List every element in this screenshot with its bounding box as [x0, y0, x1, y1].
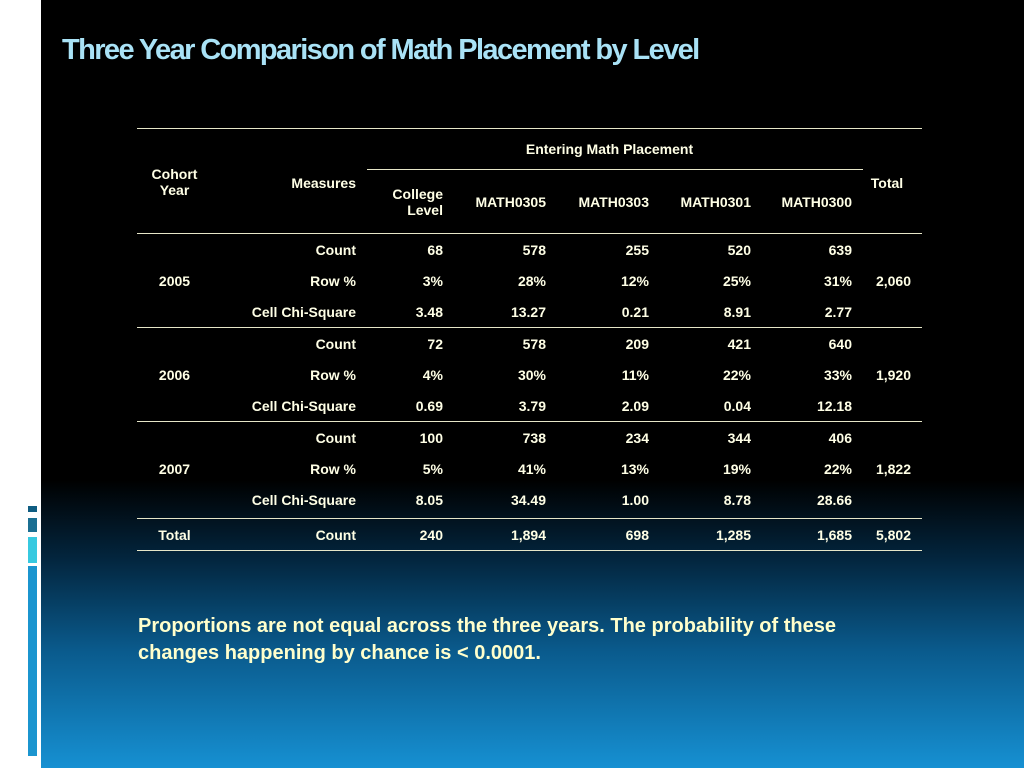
accent-strip	[28, 506, 37, 512]
value-cell: 1,285	[660, 518, 762, 551]
measures-header: Measures	[223, 128, 367, 234]
value-cell: 2.77	[762, 296, 863, 328]
value-cell: 19%	[722, 460, 751, 477]
value-cell: 22%	[722, 366, 751, 383]
value-cell: 0.21	[557, 296, 660, 328]
cohort-year-header: Cohort Year	[137, 128, 223, 234]
value-cell: 33%	[823, 366, 852, 383]
value-cell: 2.09	[557, 390, 660, 422]
year-total-cell: 1,920	[863, 327, 922, 422]
column-header-math0305: MATH0305	[454, 169, 557, 234]
value-cell: 5%	[422, 460, 443, 477]
value-cell: 209	[625, 335, 649, 352]
value-cell: 1.00	[621, 491, 649, 508]
value-cell: 30%	[517, 366, 546, 383]
year-total-cell: 2,060	[863, 233, 922, 328]
table-row: 2007 Count 100 738 234 344 406 1,822	[137, 422, 922, 477]
column-header-math0301: MATH0301	[660, 169, 762, 234]
total-label-cell: Total	[137, 518, 223, 551]
value-cell: 13.27	[454, 296, 557, 328]
entering-math-placement-header: Entering Math Placement	[367, 128, 863, 170]
header-row-group: Cohort Year Measures Entering Math Place…	[137, 128, 922, 234]
value-cell: 1,894	[454, 518, 557, 551]
measure-cell: Count	[223, 518, 367, 551]
table-row: Cell Chi-Square 3.48 13.27 0.21 8.91 2.7…	[137, 296, 922, 328]
value-cell: 11%	[621, 366, 649, 383]
left-accent-bar	[0, 0, 41, 768]
total-row: Total Count 240 1,894 698 1,285 1,685 5,…	[137, 518, 922, 551]
accent-strip	[28, 518, 37, 532]
accent-strip	[28, 537, 37, 563]
measure-cell: Cell Chi-Square	[251, 491, 356, 508]
measure-cell: Count	[315, 429, 356, 446]
value-cell: 31%	[823, 272, 852, 289]
value-cell: 640	[828, 335, 852, 352]
value-cell: 3.79	[454, 390, 557, 422]
value-cell: 406	[828, 429, 852, 446]
measure-cell: Row %	[310, 272, 356, 289]
grand-total-cell: 5,802	[863, 518, 922, 551]
slide-title: Three Year Comparison of Math Placement …	[62, 34, 700, 66]
year-total-cell: 1,822	[875, 460, 911, 477]
placement-table: Cohort Year Measures Entering Math Place…	[137, 128, 922, 551]
value-cell: 72	[427, 335, 443, 352]
value-cell: 0.04	[660, 390, 762, 422]
value-cell: 421	[727, 335, 751, 352]
conclusion-caption: Proportions are not equal across the thr…	[138, 615, 836, 664]
value-cell: 578	[522, 335, 546, 352]
column-header-math0300: MATH0300	[762, 169, 863, 234]
value-cell: 234	[625, 429, 649, 446]
table-row: Row % 5% 41% 13% 19% 22%	[137, 453, 922, 484]
value-cell: 34.49	[510, 491, 546, 508]
value-cell: 578	[522, 241, 546, 258]
table-row: Row % 3% 28% 12% 25% 31%	[137, 265, 922, 296]
measure-cell: Cell Chi-Square	[223, 296, 367, 328]
value-cell: 738	[522, 429, 546, 446]
table-row: Cell Chi-Square 8.05 34.49 1.00 8.78 28.…	[137, 484, 922, 515]
measure-cell: Row %	[310, 460, 356, 477]
value-cell: 1,685	[762, 518, 863, 551]
value-cell: 28%	[517, 272, 546, 289]
accent-strip	[28, 566, 37, 756]
measure-cell: Cell Chi-Square	[223, 390, 367, 422]
value-cell: 240	[367, 518, 454, 551]
value-cell: 68	[427, 241, 443, 258]
value-cell: 3.48	[367, 296, 454, 328]
table-row: Cell Chi-Square 0.69 3.79 2.09 0.04 12.1…	[137, 390, 922, 422]
value-cell: 41%	[517, 460, 546, 477]
value-cell: 520	[727, 241, 751, 258]
measure-cell: Row %	[310, 366, 356, 383]
value-cell: 698	[557, 518, 660, 551]
value-cell: 28.66	[816, 491, 852, 508]
value-cell: 22%	[823, 460, 852, 477]
cohort-year-cell: 2007	[158, 460, 191, 477]
table-row: 2005 Count 68 578 255 520 639 2,060	[137, 233, 922, 328]
value-cell: 12%	[620, 272, 649, 289]
value-cell: 13%	[620, 460, 649, 477]
value-cell: 639	[828, 241, 852, 258]
value-cell: 8.78	[723, 491, 751, 508]
total-header: Total	[863, 128, 922, 234]
cohort-year-cell: 2005	[137, 233, 223, 328]
table-row: 2006 Count 72 578 209 421 640 1,920	[137, 327, 922, 422]
value-cell: 0.69	[367, 390, 454, 422]
column-header-college-level: College Level	[367, 169, 454, 234]
value-cell: 8.91	[660, 296, 762, 328]
value-cell: 255	[625, 241, 649, 258]
cohort-year-cell: 2006	[137, 327, 223, 422]
value-cell: 3%	[422, 272, 443, 289]
value-cell: 8.05	[415, 491, 443, 508]
header-row-columns: College Level MATH0305 MATH0303 MATH0301…	[137, 169, 922, 234]
measure-cell: Count	[315, 241, 356, 258]
value-cell: 344	[727, 429, 751, 446]
value-cell: 25%	[722, 272, 751, 289]
measure-cell: Count	[315, 335, 356, 352]
table-row: Row % 4% 30% 11% 22% 33%	[137, 359, 922, 390]
value-cell: 12.18	[762, 390, 863, 422]
table-spacer-row	[137, 515, 922, 519]
value-cell: 4%	[422, 366, 443, 383]
value-cell: 100	[419, 429, 443, 446]
column-header-math0303: MATH0303	[557, 169, 660, 234]
